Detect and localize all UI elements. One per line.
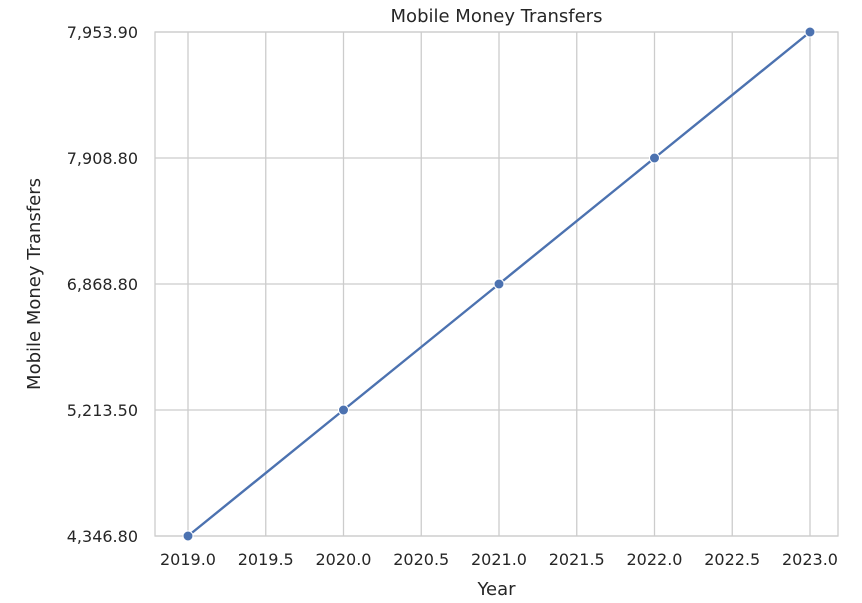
chart-title: Mobile Money Transfers [391, 6, 603, 27]
x-axis-label: Year [476, 579, 516, 600]
data-point-marker [804, 26, 816, 38]
x-tick-label: 2023.0 [782, 550, 838, 569]
series-layer [182, 26, 816, 542]
data-point-marker [182, 530, 194, 542]
plot-frame [154, 31, 839, 537]
x-tick-label: 2020.0 [316, 550, 372, 569]
y-tick-label: 6,868.80 [67, 275, 138, 294]
y-axis-ticks: 4,346.80 5,213.50 6,868.80 7,908.80 7,953.90 [67, 23, 138, 546]
x-tick-label: 2022.5 [704, 550, 760, 569]
y-axis-label: Mobile Money Transfers [24, 178, 45, 390]
x-tick-label: 2019.5 [238, 550, 294, 569]
x-axis-ticks: 2019.0 2019.5 2020.0 2020.5 2021.0 2021.5 2022… [160, 550, 838, 569]
data-point-marker [649, 152, 660, 164]
y-tick-label: 7,908.80 [67, 149, 138, 168]
y-tick-label: 4,346.80 [67, 527, 138, 546]
x-tick-label: 2022.0 [627, 550, 683, 569]
x-tick-label: 2021.0 [471, 550, 527, 569]
x-tick-label: 2019.0 [160, 550, 216, 569]
data-point-marker [338, 404, 349, 416]
x-tick-label: 2021.5 [549, 550, 605, 569]
data-point-marker [493, 278, 505, 290]
y-tick-label: 7,953.90 [67, 23, 138, 42]
x-tick-label: 2020.5 [393, 550, 449, 569]
y-tick-label: 5,213.50 [67, 401, 138, 420]
